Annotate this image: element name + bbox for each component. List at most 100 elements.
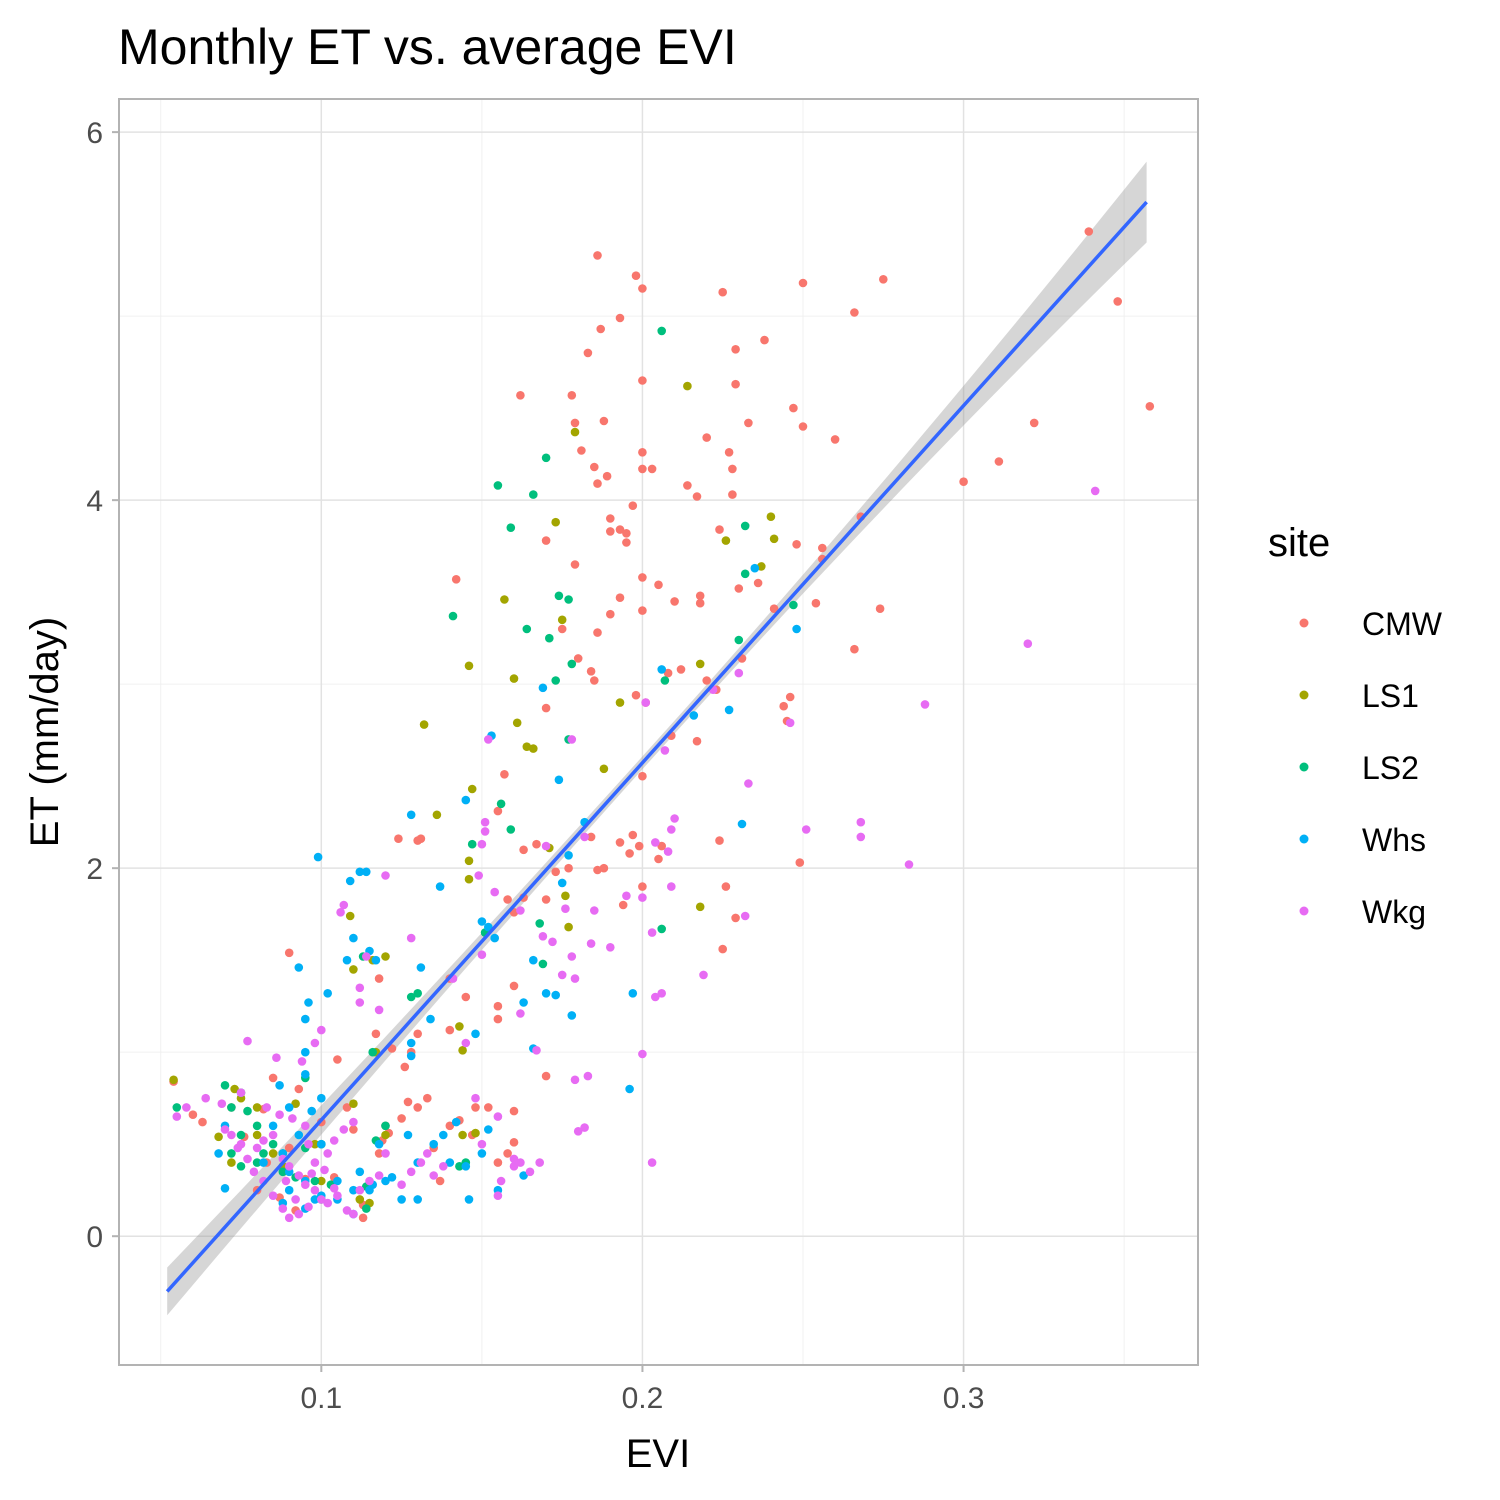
point-ls2 bbox=[172, 1103, 182, 1112]
point-wkg bbox=[172, 1112, 182, 1121]
point-cmw bbox=[570, 418, 580, 428]
point-ls1 bbox=[349, 1099, 358, 1108]
y-axis-ticks: 0 2 4 6 bbox=[86, 117, 119, 1254]
point-cmw bbox=[451, 575, 461, 584]
point-ls1 bbox=[522, 742, 532, 751]
point-cmw bbox=[631, 690, 641, 700]
point-wkg bbox=[406, 1167, 416, 1177]
point-wkg bbox=[651, 992, 660, 1002]
point-cmw bbox=[798, 422, 808, 431]
point-wkg bbox=[744, 779, 753, 788]
y-axis-title: ET (mm/day) bbox=[23, 617, 67, 847]
point-wkg bbox=[477, 950, 487, 959]
point-cmw bbox=[634, 841, 644, 851]
point-cmw bbox=[744, 418, 753, 428]
point-wkg bbox=[323, 1149, 333, 1158]
point-wkg bbox=[580, 832, 589, 842]
point-cmw bbox=[769, 604, 779, 613]
point-whs bbox=[413, 1195, 423, 1204]
point-cmw bbox=[850, 644, 859, 654]
point-whs bbox=[445, 1158, 455, 1167]
point-cmw bbox=[394, 834, 403, 843]
point-whs bbox=[689, 711, 699, 720]
point-whs bbox=[461, 795, 471, 805]
point-whs bbox=[557, 878, 567, 888]
point-cmw bbox=[718, 944, 727, 954]
point-wkg bbox=[670, 814, 679, 823]
confidence-band-area bbox=[167, 161, 1147, 1316]
point-cmw bbox=[590, 676, 599, 685]
point-cmw bbox=[1029, 418, 1039, 428]
point-wkg bbox=[904, 860, 914, 869]
legend-key-cmw bbox=[1299, 618, 1309, 628]
point-wkg bbox=[667, 825, 676, 834]
point-cmw bbox=[413, 1029, 423, 1039]
point-cmw bbox=[198, 1117, 207, 1127]
point-ls1 bbox=[252, 1130, 262, 1140]
point-cmw bbox=[615, 838, 625, 847]
point-wkg bbox=[590, 906, 599, 915]
point-wkg bbox=[243, 1154, 252, 1164]
point-wkg bbox=[310, 1185, 320, 1195]
point-ls1 bbox=[252, 1103, 262, 1112]
point-ls1 bbox=[349, 965, 358, 974]
point-ls2 bbox=[448, 611, 458, 621]
point-whs bbox=[345, 876, 355, 886]
point-ls2 bbox=[554, 591, 564, 601]
y-tick-label: 6 bbox=[86, 117, 103, 150]
point-ls2 bbox=[657, 326, 666, 336]
point-whs bbox=[362, 867, 371, 877]
point-wkg bbox=[1023, 639, 1033, 648]
point-cmw bbox=[435, 1176, 445, 1186]
point-cmw bbox=[557, 624, 567, 634]
point-ls1 bbox=[268, 1149, 278, 1158]
point-wkg bbox=[355, 1185, 365, 1195]
point-ls1 bbox=[230, 1084, 239, 1094]
point-wkg bbox=[220, 1125, 230, 1134]
point-wkg bbox=[201, 1093, 210, 1103]
point-whs bbox=[214, 1149, 223, 1158]
point-wkg bbox=[647, 928, 657, 937]
point-cmw bbox=[503, 895, 512, 904]
point-cmw bbox=[541, 1071, 551, 1081]
point-cmw bbox=[583, 348, 593, 358]
point-cmw bbox=[818, 543, 827, 553]
point-wkg bbox=[535, 1158, 544, 1167]
point-cmw bbox=[551, 867, 560, 877]
point-whs bbox=[301, 1014, 310, 1024]
point-wkg bbox=[227, 1130, 236, 1140]
point-wkg bbox=[320, 1165, 329, 1175]
point-cmw bbox=[374, 974, 384, 983]
point-cmw bbox=[532, 839, 541, 849]
legend-title: site bbox=[1268, 521, 1330, 565]
point-wkg bbox=[480, 827, 490, 836]
point-cmw bbox=[541, 536, 551, 545]
point-whs bbox=[551, 990, 560, 1000]
point-ls1 bbox=[564, 922, 573, 932]
point-whs bbox=[429, 1139, 439, 1149]
point-wkg bbox=[484, 735, 493, 744]
plot-panel-border bbox=[118, 98, 1199, 1366]
chart-title: Monthly ET vs. average EVI bbox=[118, 19, 737, 75]
point-ls2 bbox=[268, 1139, 278, 1149]
point-cmw bbox=[387, 1044, 397, 1053]
legend-key-ls2 bbox=[1299, 762, 1309, 772]
regression-line bbox=[165, 200, 1148, 1293]
point-wkg bbox=[268, 1191, 278, 1200]
point-wkg bbox=[663, 847, 673, 856]
point-whs bbox=[342, 955, 352, 965]
x-tick-label: 0.2 bbox=[622, 1382, 664, 1415]
point-wkg bbox=[297, 1057, 307, 1066]
point-wkg bbox=[493, 1191, 503, 1200]
point-whs bbox=[541, 989, 551, 998]
point-cmw bbox=[516, 391, 525, 400]
point-wkg bbox=[920, 700, 930, 709]
point-whs bbox=[406, 810, 416, 820]
point-cmw bbox=[718, 287, 727, 297]
point-ls1 bbox=[695, 902, 705, 912]
point-cmw bbox=[728, 464, 737, 474]
point-ls2 bbox=[278, 1167, 288, 1177]
point-whs bbox=[426, 1014, 435, 1024]
point-cmw bbox=[484, 1103, 493, 1112]
point-whs bbox=[333, 1176, 342, 1186]
